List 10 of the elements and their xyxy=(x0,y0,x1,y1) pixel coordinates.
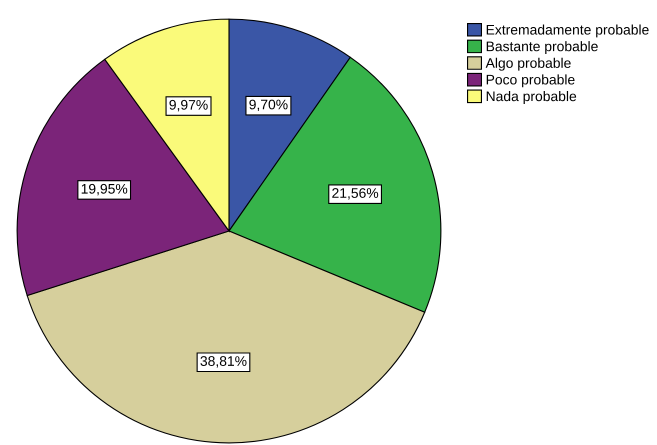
data-label: 19,95% xyxy=(82,184,128,196)
legend-label: Extremadamente probable xyxy=(486,24,649,38)
legend-label: Nada probable xyxy=(486,90,576,104)
legend-label: Bastante probable xyxy=(486,41,598,54)
data-label: 38,81% xyxy=(200,356,247,368)
legend-label: Algo probable xyxy=(486,58,571,71)
data-label: 9,97% xyxy=(169,100,208,112)
legend-label: Poco probable xyxy=(486,74,575,88)
data-label: 9,70% xyxy=(249,100,288,112)
data-label: 21,56% xyxy=(332,188,378,200)
